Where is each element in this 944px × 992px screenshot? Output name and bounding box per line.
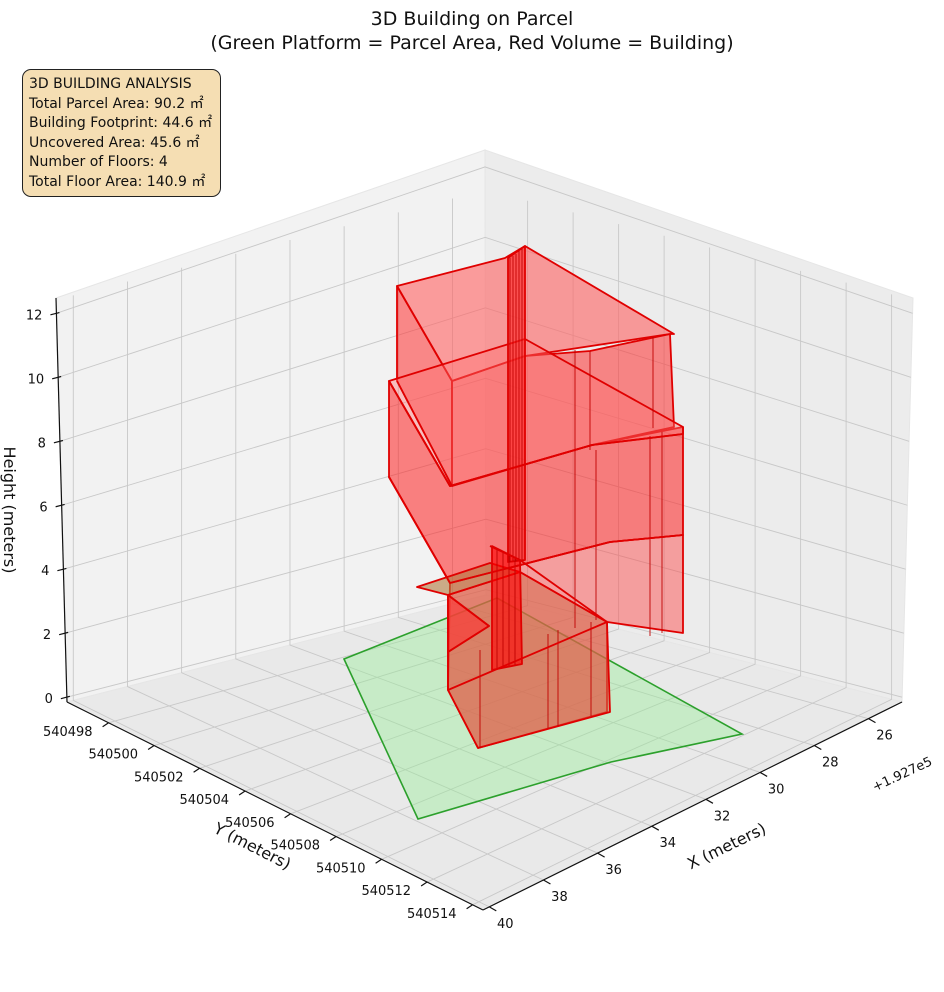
chart-title: 3D Building on Parcel (371, 8, 574, 30)
chart-subtitle: (Green Platform = Parcel Area, Red Volum… (210, 32, 733, 54)
y-tick-label: 540502 (134, 770, 184, 785)
y-tick-mark (375, 858, 382, 864)
y-axis-line (66, 701, 484, 911)
y-tick-mark (147, 745, 155, 751)
y-tick-mark (284, 813, 291, 819)
z-tick-mark (57, 567, 67, 572)
x-tick-mark (488, 906, 497, 912)
info-box: 3D BUILDING ANALYSIS Total Parcel Area: … (22, 69, 221, 197)
x-tick-mark (814, 745, 822, 751)
x-tick-label: 36 (605, 863, 622, 878)
info-line-floors: Number of Floors: 4 (29, 154, 168, 171)
x-axis-label: X (meters) (684, 819, 769, 873)
building-roof (396, 245, 675, 382)
z-tick-label: 8 (38, 436, 46, 451)
y-tick-label: 540512 (361, 884, 411, 899)
x-tick-mark (543, 879, 551, 885)
z-axis-label: Height (meters) (0, 447, 19, 574)
y-tick-mark (466, 904, 473, 910)
info-line-footprint: Building Footprint: 44.6 ㎡ (29, 115, 213, 132)
z-tick-label: 6 (39, 500, 47, 515)
x-axis-line (482, 701, 903, 911)
y-tick-label: 540510 (316, 861, 366, 876)
y-tick-mark (329, 836, 337, 842)
building-curve-lines (479, 249, 663, 748)
z-tick-mark (53, 439, 64, 444)
x-tick-label: 26 (876, 729, 893, 744)
info-line-uncovered: Uncovered Area: 45.6 ㎡ (29, 134, 200, 151)
x-tick-label: 28 (822, 756, 839, 771)
x-axis-offset-label: +1.927e5 (870, 754, 935, 795)
x-axis: 26 28 30 32 34 36 38 40 (482, 701, 903, 932)
z-tick-label: 4 (41, 564, 49, 579)
y-tick-mark (102, 722, 109, 728)
z-tick-mark (55, 503, 65, 508)
x-tick-mark (651, 825, 660, 831)
x-tick-mark (705, 798, 714, 804)
y-tick-label: 540514 (407, 907, 457, 922)
y-tick-label: 540508 (270, 839, 320, 854)
y-tick-mark (238, 790, 246, 796)
z-tick-mark (50, 311, 60, 316)
x-tick-mark (868, 718, 876, 724)
info-heading: 3D BUILDING ANALYSIS (29, 76, 192, 92)
y-tick-label: 540500 (88, 748, 138, 763)
y-tick-label: 540504 (179, 793, 229, 808)
y-tick-label: 540506 (225, 816, 275, 831)
info-line-floor-area: Total Floor Area: 140.9 ㎡ (29, 173, 206, 190)
z-tick-mark (58, 631, 69, 636)
x-tick-label: 40 (497, 917, 514, 932)
x-tick-label: 30 (768, 782, 785, 797)
z-tick-mark (52, 375, 62, 380)
info-line-parcel-area: Total Parcel Area: 90.2 ㎡ (29, 95, 204, 112)
z-tick-label: 10 (28, 372, 45, 387)
building-volume (388, 245, 684, 749)
z-tick-label: 0 (45, 692, 53, 707)
y-tick-label: 540498 (43, 725, 93, 740)
x-tick-mark (759, 771, 768, 777)
z-tick-label: 12 (26, 308, 43, 323)
building-floor-outlines (388, 380, 684, 691)
y-tick-mark (193, 767, 200, 773)
x-tick-label: 38 (551, 890, 568, 905)
z-tick-mark (60, 695, 71, 700)
x-tick-mark (597, 852, 605, 858)
z-axis-line (55, 297, 68, 703)
z-axis: 0 2 4 6 8 10 12 (26, 297, 71, 707)
building-curved-column (491, 545, 523, 671)
x-tick-label: 34 (660, 836, 677, 851)
building-curved-core (507, 245, 526, 563)
x-tick-label: 32 (714, 809, 731, 824)
y-tick-mark (420, 881, 428, 887)
y-axis: 540498 540500 540502 540504 540506 540508 5405… (43, 701, 484, 922)
z-tick-label: 2 (43, 628, 51, 643)
